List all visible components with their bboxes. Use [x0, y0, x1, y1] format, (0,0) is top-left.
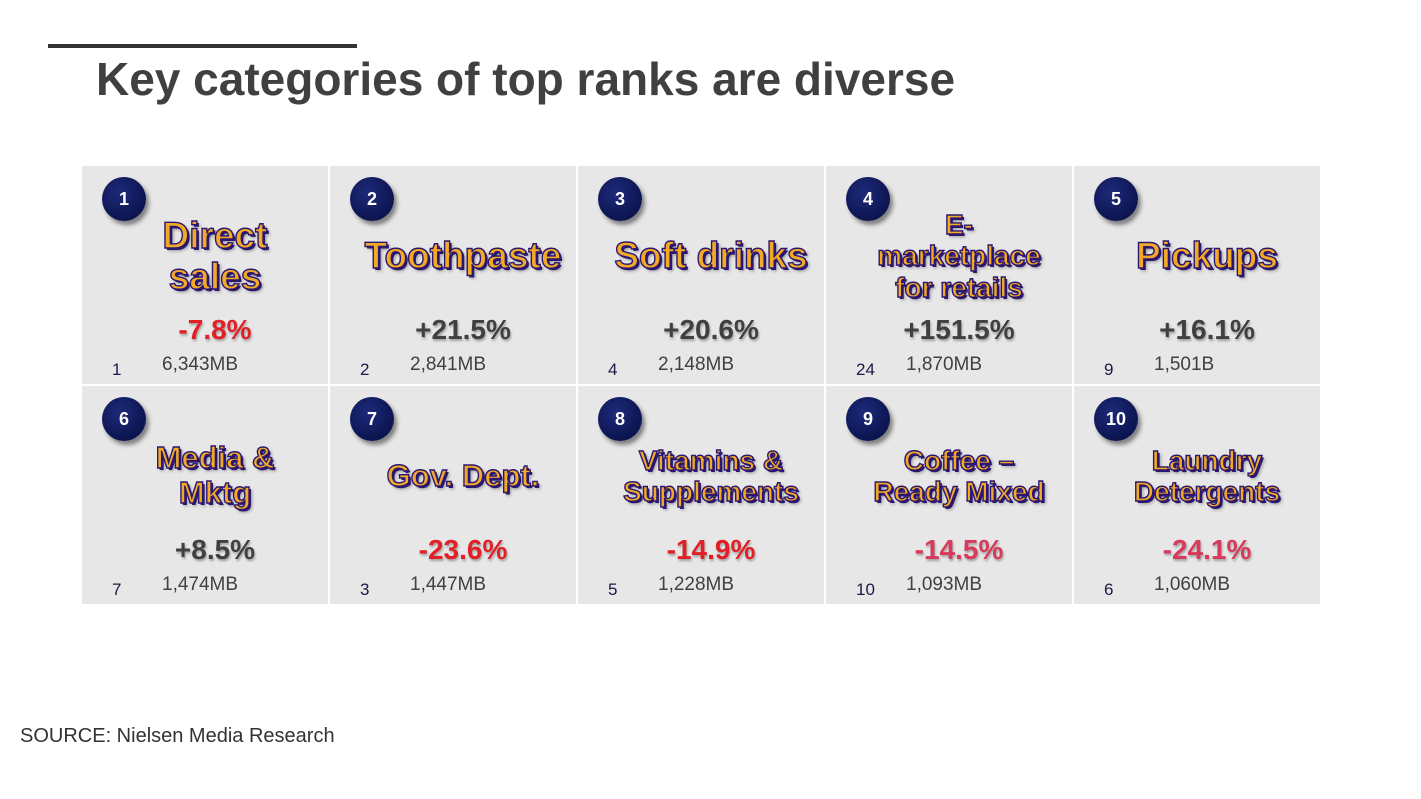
- category-line: Detergents: [1133, 475, 1281, 507]
- category-cell-10: 10 Laundry Detergents -24.1% 6 1,060MB: [1074, 386, 1320, 604]
- rank-badge: 10: [1094, 397, 1138, 441]
- ad-volume: 2,841MB: [410, 354, 487, 375]
- rank-badge: 3: [598, 177, 642, 221]
- category-line: Toothpaste: [364, 235, 562, 277]
- category-cell-7: 7 Gov. Dept. -23.6% 3 1,447MB: [330, 386, 576, 604]
- change-percent: +21.5%: [415, 314, 511, 345]
- category-line: Soft drinks: [614, 235, 809, 277]
- ad-volume: 1,060MB: [1154, 574, 1231, 595]
- category-line: Supplements: [622, 475, 799, 507]
- change-percent: +20.6%: [663, 314, 759, 345]
- category-line: E-: [944, 208, 973, 240]
- category-grid: 1 Direct sales -7.8% 1 6,343MB 2 Toothpa…: [82, 166, 1320, 604]
- previous-rank: 24: [856, 360, 875, 379]
- category-cell-2: 2 Toothpaste +21.5% 2 2,841MB: [330, 166, 576, 384]
- category-line: Direct: [162, 214, 268, 256]
- change-percent: -7.8%: [178, 314, 252, 345]
- category-cell-8: 8 Vitamins & Supplements -14.9% 5 1,228M…: [578, 386, 824, 604]
- category-line: Media &: [155, 440, 275, 476]
- ad-volume: 2,148MB: [658, 354, 735, 375]
- category-line: Gov. Dept.: [386, 457, 540, 493]
- rank-badge: 9: [846, 397, 890, 441]
- category-line: Coffee –: [903, 444, 1015, 476]
- previous-rank: 4: [608, 360, 618, 379]
- change-percent: -24.1%: [1162, 534, 1252, 565]
- ad-volume: 1,501B: [1154, 354, 1215, 375]
- category-line: Laundry: [1151, 444, 1263, 476]
- rank-badge: 4: [846, 177, 890, 221]
- rank-badge: 7: [350, 397, 394, 441]
- category-line: for retails: [894, 271, 1023, 303]
- category-cell-6: 6 Media & Mktg +8.5% 7 1,474MB: [82, 386, 328, 604]
- category-name: Vitamins & Supplements: [598, 422, 824, 530]
- rank-badge: 5: [1094, 177, 1138, 221]
- source-note: SOURCE: Nielsen Media Research: [20, 725, 335, 747]
- slide-title: Key categories of top ranks are diverse: [96, 53, 956, 105]
- rank-badge: 1: [102, 177, 146, 221]
- change-percent: +151.5%: [903, 314, 1015, 345]
- category-line: Vitamins &: [638, 444, 784, 476]
- category-name: Direct sales: [102, 202, 328, 310]
- ad-volume: 1,870MB: [906, 354, 983, 375]
- rank-badge: 8: [598, 397, 642, 441]
- category-name: E- marketplace for retails: [846, 202, 1072, 310]
- category-line: marketplace: [877, 240, 1042, 272]
- category-line: sales: [168, 255, 262, 297]
- category-name: Soft drinks: [598, 202, 824, 310]
- category-line: Pickups: [1135, 235, 1278, 277]
- previous-rank: 6: [1104, 580, 1114, 599]
- previous-rank: 5: [608, 580, 618, 599]
- category-name: Laundry Detergents: [1094, 422, 1320, 530]
- category-cell-3: 3 Soft drinks +20.6% 4 2,148MB: [578, 166, 824, 384]
- change-percent: -14.9%: [666, 534, 756, 565]
- category-name: Toothpaste: [350, 202, 576, 310]
- ad-volume: 1,474MB: [162, 574, 239, 595]
- change-percent: -14.5%: [914, 534, 1004, 565]
- previous-rank: 9: [1104, 360, 1114, 379]
- category-line: Ready Mixed: [873, 475, 1046, 507]
- category-name: Pickups: [1094, 202, 1320, 310]
- previous-rank: 1: [112, 360, 122, 379]
- previous-rank: 3: [360, 580, 370, 599]
- ad-volume: 1,093MB: [906, 574, 983, 595]
- change-percent: -23.6%: [418, 534, 508, 565]
- change-percent: +16.1%: [1159, 314, 1255, 345]
- category-name: Coffee – Ready Mixed: [846, 422, 1072, 530]
- category-name: Media & Mktg: [102, 422, 328, 530]
- previous-rank: 10: [856, 580, 875, 599]
- ad-volume: 6,343MB: [162, 354, 239, 375]
- change-percent: +8.5%: [174, 534, 256, 565]
- rank-badge: 2: [350, 177, 394, 221]
- category-cell-9: 9 Coffee – Ready Mixed -14.5% 10 1,093MB: [826, 386, 1072, 604]
- category-cell-1: 1 Direct sales -7.8% 1 6,343MB: [82, 166, 328, 384]
- previous-rank: 2: [360, 360, 370, 379]
- rank-badge: 6: [102, 397, 146, 441]
- ad-volume: 1,228MB: [658, 574, 735, 595]
- category-cell-4: 4 E- marketplace for retails +151.5% 24 …: [826, 166, 1072, 384]
- category-line: Mktg: [178, 475, 252, 511]
- top-rule: [48, 44, 357, 48]
- previous-rank: 7: [112, 580, 122, 599]
- ad-volume: 1,447MB: [410, 574, 487, 595]
- category-name: Gov. Dept.: [350, 422, 576, 530]
- category-cell-5: 5 Pickups +16.1% 9 1,501B: [1074, 166, 1320, 384]
